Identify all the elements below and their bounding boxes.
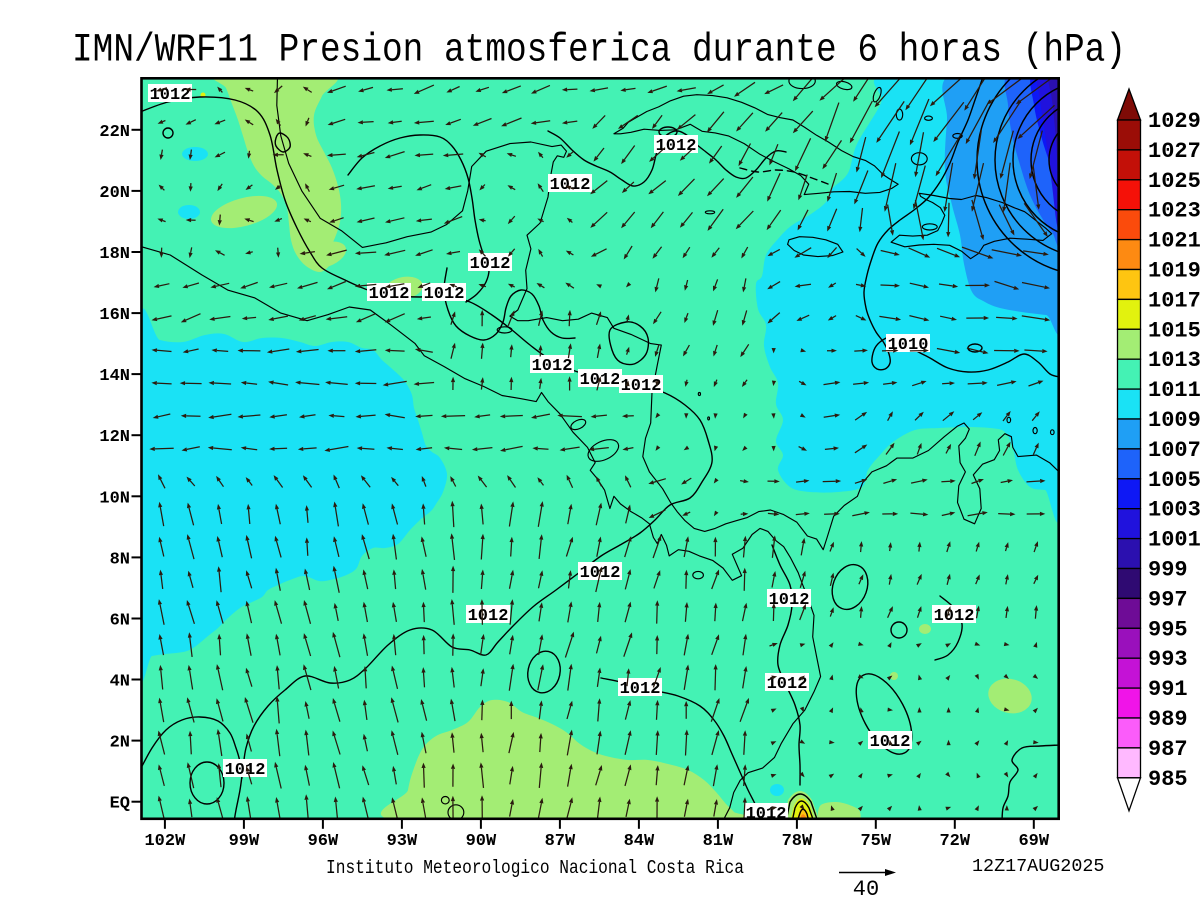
svg-text:1027: 1027 — [1148, 139, 1200, 164]
svg-text:999: 999 — [1148, 558, 1188, 583]
svg-text:997: 997 — [1148, 587, 1188, 612]
svg-text:1012: 1012 — [934, 607, 975, 626]
svg-text:1009: 1009 — [1148, 408, 1200, 433]
svg-text:84W: 84W — [624, 832, 655, 851]
svg-text:90W: 90W — [466, 832, 497, 851]
svg-text:72W: 72W — [939, 832, 970, 851]
svg-text:1023: 1023 — [1148, 199, 1200, 224]
svg-text:96W: 96W — [308, 832, 339, 851]
svg-text:1021: 1021 — [1148, 229, 1200, 254]
svg-text:1005: 1005 — [1148, 468, 1200, 493]
svg-text:1012: 1012 — [620, 680, 661, 699]
svg-text:40: 40 — [853, 877, 879, 900]
svg-text:2N: 2N — [110, 734, 130, 753]
svg-text:1012: 1012 — [150, 86, 191, 105]
svg-text:995: 995 — [1148, 617, 1188, 642]
svg-text:93W: 93W — [387, 832, 418, 851]
svg-text:EQ: EQ — [110, 795, 130, 814]
svg-text:985: 985 — [1148, 767, 1188, 792]
svg-text:75W: 75W — [860, 832, 891, 851]
svg-text:1013: 1013 — [1148, 348, 1200, 373]
svg-text:69W: 69W — [1018, 832, 1049, 851]
svg-text:1012: 1012 — [532, 357, 573, 376]
svg-text:1012: 1012 — [746, 805, 787, 824]
svg-text:6N: 6N — [110, 612, 130, 631]
svg-text:1012: 1012 — [621, 377, 662, 396]
svg-text:989: 989 — [1148, 707, 1188, 732]
svg-text:987: 987 — [1148, 737, 1188, 762]
svg-text:1017: 1017 — [1148, 288, 1200, 313]
svg-text:12Z17AUG2025: 12Z17AUG2025 — [972, 856, 1104, 877]
svg-text:81W: 81W — [703, 832, 734, 851]
svg-text:4N: 4N — [110, 673, 130, 692]
svg-text:78W: 78W — [782, 832, 813, 851]
svg-text:1001: 1001 — [1148, 528, 1200, 553]
svg-text:1012: 1012 — [424, 285, 465, 304]
svg-text:1012: 1012 — [225, 761, 266, 780]
svg-text:99W: 99W — [229, 832, 260, 851]
svg-text:18N: 18N — [99, 245, 130, 264]
svg-text:Instituto Meteorologico Nacion: Instituto Meteorologico Nacional Costa R… — [326, 857, 744, 879]
svg-text:1012: 1012 — [369, 285, 410, 304]
svg-text:1003: 1003 — [1148, 498, 1200, 523]
svg-text:1029: 1029 — [1148, 109, 1200, 134]
svg-text:20N: 20N — [99, 184, 130, 203]
svg-text:991: 991 — [1148, 677, 1188, 702]
svg-text:1012: 1012 — [550, 176, 591, 195]
svg-text:1012: 1012 — [656, 137, 697, 156]
svg-text:1025: 1025 — [1148, 169, 1200, 194]
svg-text:1012: 1012 — [470, 255, 511, 274]
svg-text:1012: 1012 — [769, 591, 810, 610]
svg-text:1007: 1007 — [1148, 438, 1200, 463]
svg-text:IMN/WRF11 Presion atmosferica: IMN/WRF11 Presion atmosferica durante 6 … — [72, 29, 1126, 74]
svg-text:22N: 22N — [99, 123, 130, 142]
svg-text:16N: 16N — [99, 306, 130, 325]
svg-text:1015: 1015 — [1148, 318, 1200, 343]
svg-text:1012: 1012 — [468, 607, 509, 626]
svg-text:1019: 1019 — [1148, 259, 1200, 284]
svg-text:1011: 1011 — [1148, 378, 1200, 403]
svg-text:87W: 87W — [545, 832, 576, 851]
svg-text:14N: 14N — [99, 367, 130, 386]
svg-text:10N: 10N — [99, 489, 130, 508]
svg-text:8N: 8N — [110, 550, 130, 569]
svg-text:1012: 1012 — [767, 675, 808, 694]
svg-text:12N: 12N — [99, 428, 130, 447]
svg-text:102W: 102W — [144, 832, 186, 851]
svg-text:993: 993 — [1148, 647, 1188, 672]
